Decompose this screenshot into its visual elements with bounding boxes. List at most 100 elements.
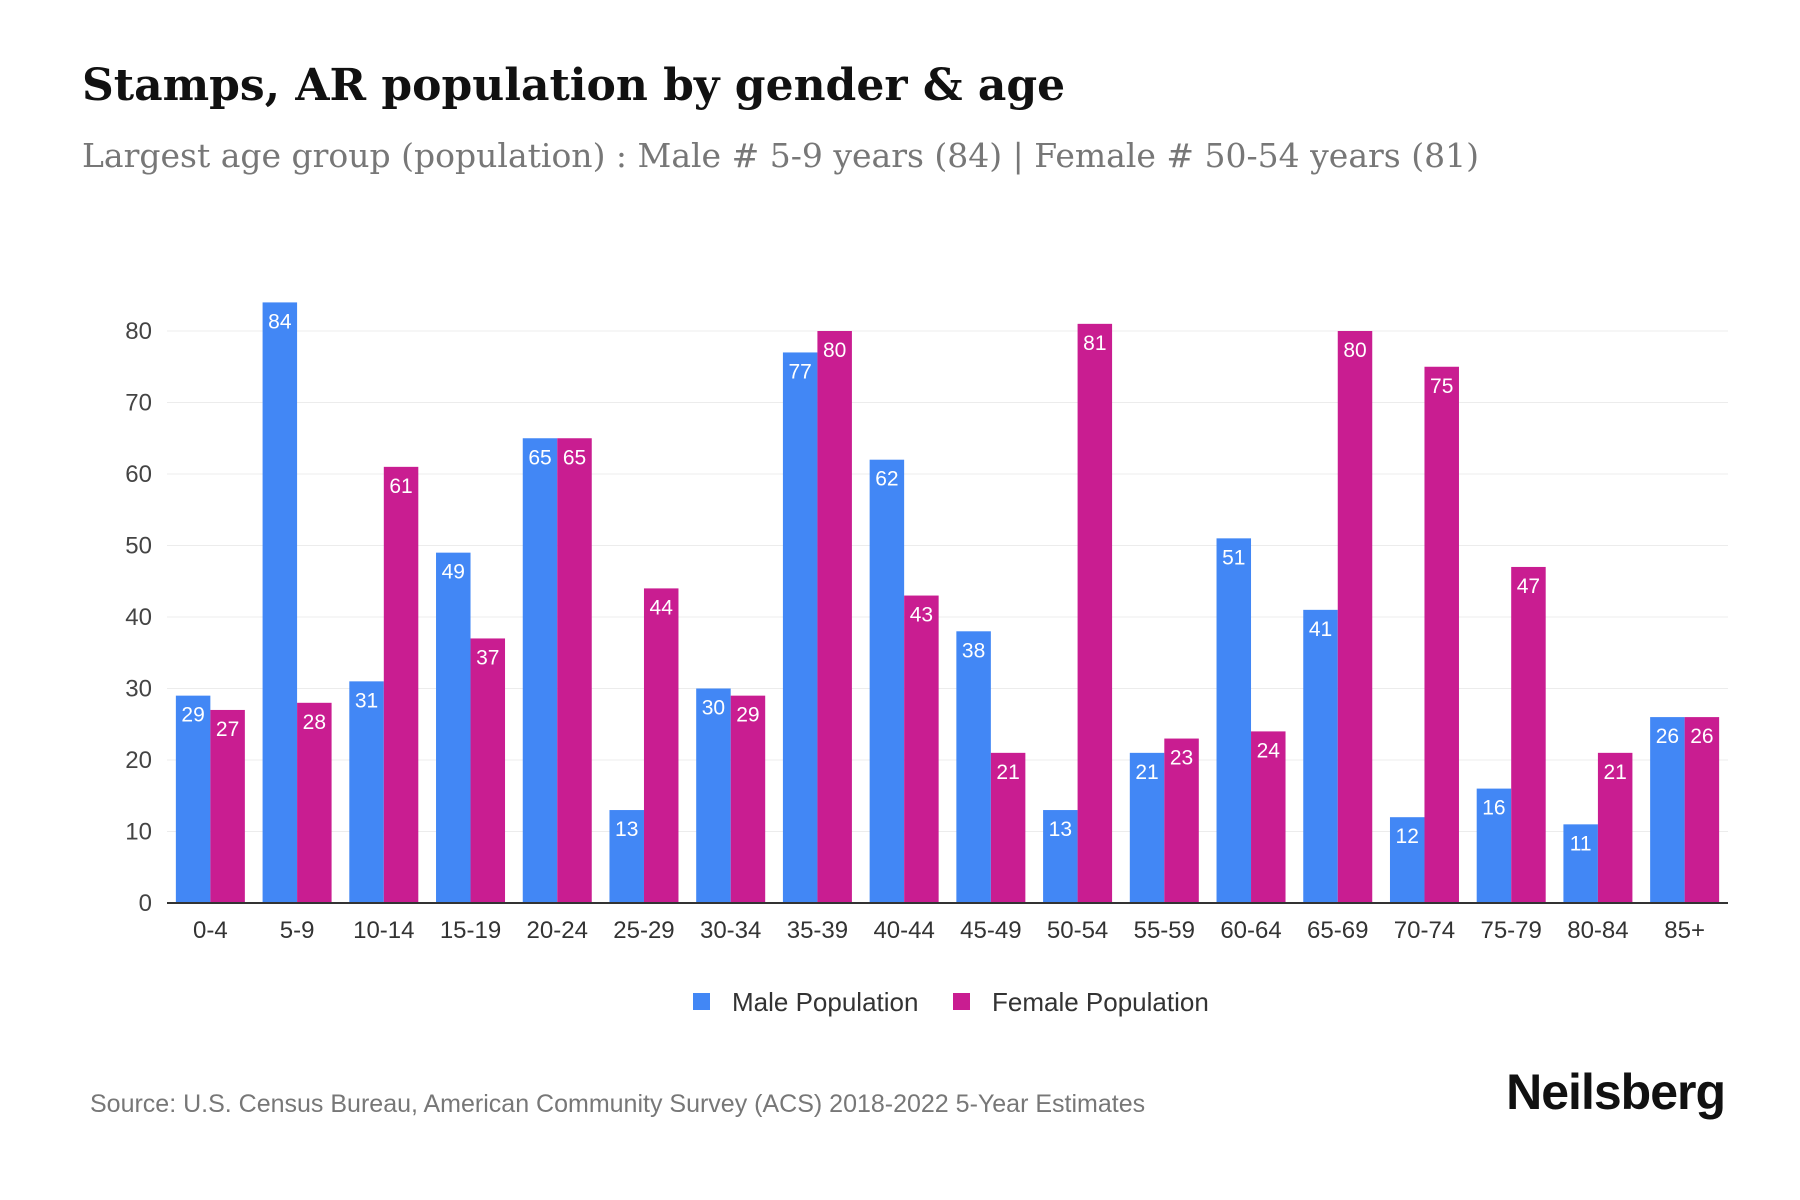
data-label: 30 bbox=[702, 697, 725, 720]
data-label: 43 bbox=[910, 604, 933, 627]
x-tick-label: 55-59 bbox=[1134, 917, 1195, 944]
y-tick-label: 20 bbox=[125, 747, 152, 774]
y-tick-label: 60 bbox=[125, 461, 152, 488]
x-tick-label: 75-79 bbox=[1480, 917, 1541, 944]
data-label: 65 bbox=[528, 446, 551, 469]
chart-subtitle: Largest age group (population) : Male # … bbox=[82, 136, 1479, 175]
y-tick-label: 0 bbox=[139, 890, 152, 917]
female-bar bbox=[990, 752, 1026, 903]
data-label: 65 bbox=[563, 446, 586, 469]
male-bar bbox=[349, 681, 384, 903]
male-legend-swatch bbox=[693, 993, 710, 1010]
x-tick-label: 20-24 bbox=[527, 917, 588, 944]
data-label: 31 bbox=[355, 689, 378, 712]
x-tick-label: 45-49 bbox=[960, 917, 1021, 944]
female-bar bbox=[1424, 366, 1459, 903]
source-note: Source: U.S. Census Bureau, American Com… bbox=[90, 1090, 1146, 1118]
x-tick-label: 25-29 bbox=[613, 917, 674, 944]
data-label: 26 bbox=[1656, 725, 1679, 748]
data-label: 75 bbox=[1430, 375, 1453, 398]
data-label: 28 bbox=[303, 711, 326, 734]
male-bar bbox=[609, 810, 644, 903]
data-label: 21 bbox=[1135, 761, 1158, 784]
female-bar bbox=[643, 588, 679, 903]
data-label: 84 bbox=[268, 310, 292, 333]
chart-title: Stamps, AR population by gender & age bbox=[82, 60, 1066, 111]
x-tick-label: 70-74 bbox=[1394, 917, 1455, 944]
data-label: 51 bbox=[1222, 546, 1245, 569]
data-label: 62 bbox=[875, 468, 898, 491]
data-label: 12 bbox=[1396, 825, 1419, 848]
female-bar bbox=[470, 638, 506, 903]
data-label: 11 bbox=[1570, 832, 1592, 855]
legend-label: Female Population bbox=[992, 987, 1209, 1017]
y-tick-label: 70 bbox=[125, 390, 152, 417]
male-bar bbox=[1389, 817, 1425, 903]
male-bar bbox=[1563, 824, 1598, 903]
data-label: 23 bbox=[1170, 747, 1193, 770]
data-label: 29 bbox=[181, 704, 204, 727]
data-label: 61 bbox=[389, 475, 412, 498]
data-label: 21 bbox=[1603, 761, 1626, 784]
y-tick-label: 30 bbox=[125, 676, 152, 703]
x-tick-label: 65-69 bbox=[1307, 917, 1368, 944]
female-bar bbox=[557, 438, 592, 903]
female-bar bbox=[1251, 731, 1286, 903]
y-tick-label: 80 bbox=[125, 318, 152, 345]
data-label: 37 bbox=[476, 646, 499, 669]
female-bar bbox=[383, 466, 419, 903]
female-bar bbox=[1164, 738, 1199, 903]
male-bar bbox=[175, 695, 211, 903]
x-tick-label: 85+ bbox=[1664, 917, 1705, 944]
data-label: 44 bbox=[650, 596, 674, 619]
male-bar bbox=[1216, 538, 1252, 903]
female-bar bbox=[1684, 717, 1720, 903]
x-tick-label: 10-14 bbox=[353, 917, 414, 944]
y-tick-label: 40 bbox=[125, 604, 152, 631]
male-bar bbox=[522, 438, 558, 903]
female-bar bbox=[1511, 566, 1546, 903]
female-bar bbox=[1337, 331, 1373, 903]
data-label: 24 bbox=[1257, 739, 1281, 762]
female-bar bbox=[210, 709, 245, 903]
female-bar bbox=[1597, 752, 1633, 903]
data-label: 16 bbox=[1482, 797, 1505, 820]
female-bar bbox=[730, 695, 766, 903]
data-label: 80 bbox=[823, 339, 846, 362]
data-label: 26 bbox=[1690, 725, 1713, 748]
data-label: 21 bbox=[996, 761, 1019, 784]
y-tick-label: 10 bbox=[125, 819, 152, 846]
x-tick-label: 5-9 bbox=[280, 917, 315, 944]
neilsberg-logo: Neilsberg bbox=[1506, 1064, 1726, 1120]
male-bar bbox=[1129, 752, 1165, 903]
data-label: 77 bbox=[788, 360, 811, 383]
data-label: 47 bbox=[1517, 575, 1540, 598]
x-tick-label: 30-34 bbox=[700, 917, 761, 944]
data-label: 49 bbox=[442, 561, 465, 584]
male-bar bbox=[782, 352, 818, 903]
data-label: 13 bbox=[615, 818, 638, 841]
x-tick-label: 40-44 bbox=[873, 917, 934, 944]
x-tick-label: 50-54 bbox=[1047, 917, 1108, 944]
male-bar bbox=[1650, 717, 1685, 903]
male-bar bbox=[1043, 810, 1078, 903]
x-tick-label: 35-39 bbox=[787, 917, 848, 944]
data-label: 27 bbox=[216, 718, 239, 741]
data-label: 80 bbox=[1343, 339, 1366, 362]
y-tick-label: 50 bbox=[125, 533, 152, 560]
male-bar bbox=[1476, 788, 1512, 903]
x-tick-label: 80-84 bbox=[1567, 917, 1628, 944]
male-bar bbox=[436, 552, 471, 903]
legend-label: Male Population bbox=[732, 987, 918, 1017]
male-bar bbox=[262, 302, 298, 903]
female-bar bbox=[817, 331, 852, 903]
male-bar bbox=[1303, 609, 1338, 903]
data-label: 81 bbox=[1083, 332, 1106, 355]
data-label: 13 bbox=[1049, 818, 1072, 841]
x-tick-label: 15-19 bbox=[440, 917, 501, 944]
male-bar bbox=[696, 688, 731, 903]
female-bar bbox=[297, 702, 332, 903]
data-label: 29 bbox=[736, 704, 759, 727]
x-tick-label: 0-4 bbox=[193, 917, 228, 944]
